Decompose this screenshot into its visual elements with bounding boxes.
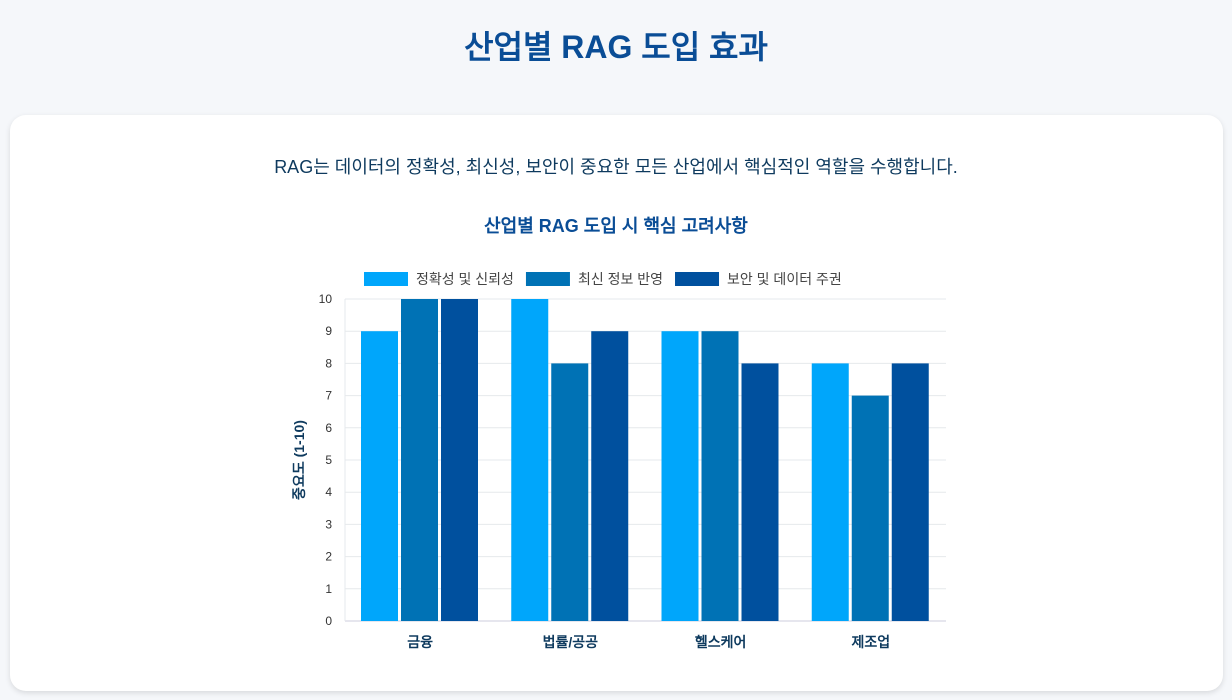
bar-1-2: [701, 331, 739, 621]
x-tick-label: 금융: [407, 634, 433, 650]
x-tick-label: 제조업: [852, 634, 891, 650]
legend-label: 정확성 및 신뢰성: [416, 271, 514, 287]
y-axis-label: 중요도 (1-10): [291, 420, 307, 500]
bar-2-2: [741, 363, 779, 621]
y-tick-label: 3: [325, 517, 332, 531]
y-tick-label: 7: [325, 389, 332, 403]
y-tick-label: 6: [325, 421, 332, 435]
y-tick-label: 4: [325, 485, 332, 499]
legend-swatch: [675, 272, 720, 286]
bar-1-3: [851, 395, 889, 621]
bar-2-0: [441, 299, 478, 621]
description: RAG는 데이터의 정확성, 최신성, 보안이 중요한 모든 산업에서 핵심적인…: [274, 157, 958, 177]
x-tick-label: 헬스케어: [695, 634, 747, 650]
bar-1-1: [551, 363, 589, 621]
y-tick-label: 1: [325, 582, 332, 596]
chart-title: 산업별 RAG 도입 시 핵심 고려사항: [484, 215, 748, 236]
bar-0-0: [361, 331, 398, 621]
bar-0-3: [811, 363, 849, 621]
legend-label: 보안 및 데이터 주권: [727, 271, 842, 287]
y-tick-label: 0: [325, 614, 332, 628]
bar-2-1: [591, 331, 629, 621]
bar-0-2: [661, 331, 699, 621]
legend-swatch: [364, 272, 408, 286]
y-tick-label: 9: [325, 324, 332, 338]
y-tick-label: 5: [325, 453, 332, 467]
x-tick-label: 법률/공공: [543, 634, 599, 650]
y-tick-label: 10: [319, 292, 333, 306]
legend-swatch: [525, 272, 570, 286]
legend-label: 최신 정보 반영: [578, 271, 663, 287]
bar-0-1: [511, 299, 549, 621]
bar-2-3: [891, 363, 929, 621]
bar-1-0: [401, 299, 438, 621]
y-tick-label: 2: [325, 550, 332, 564]
page-title: 산업별 RAG 도입 효과: [464, 29, 768, 65]
y-tick-label: 8: [325, 356, 332, 370]
